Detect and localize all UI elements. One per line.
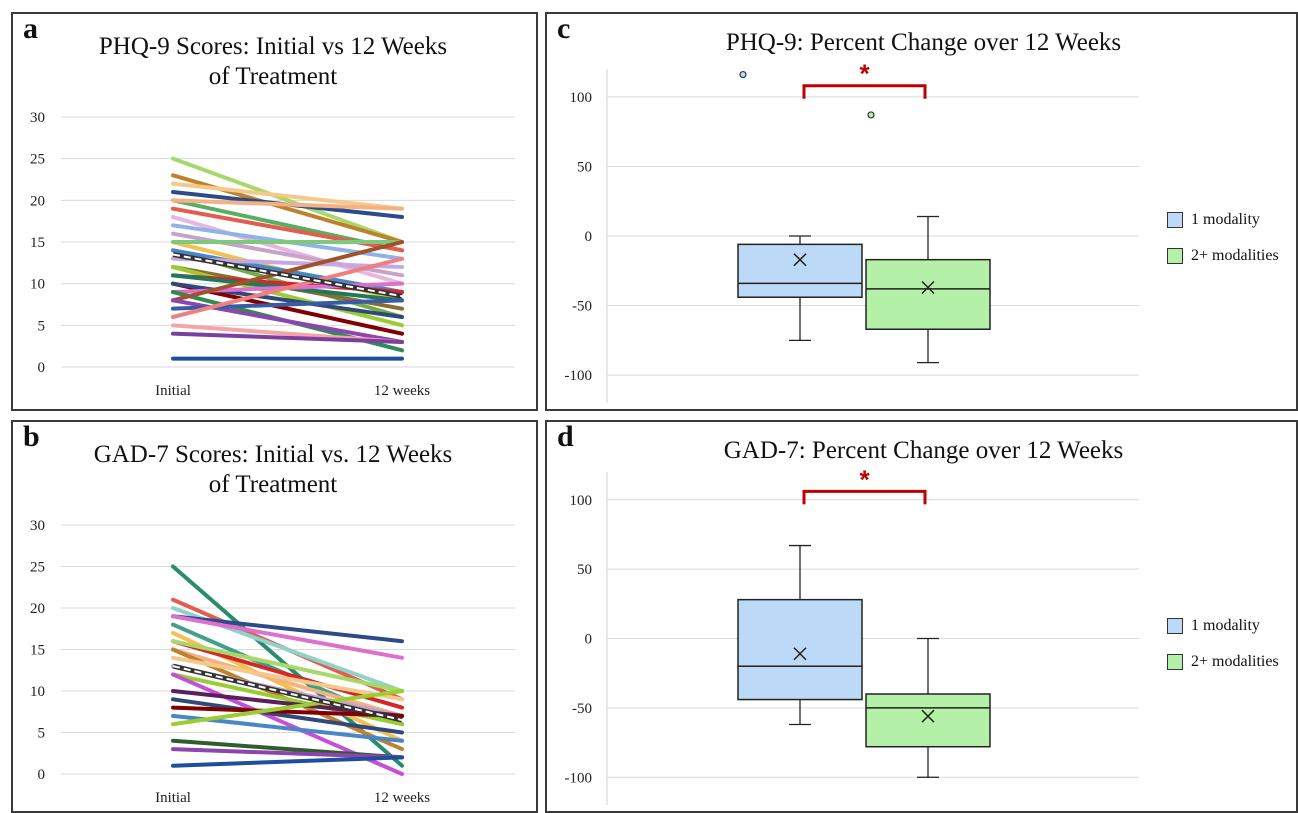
panel-label: a bbox=[23, 12, 38, 45]
box-2 bbox=[865, 258, 991, 330]
y-tick-label: 20 bbox=[30, 193, 45, 209]
mean-marker bbox=[793, 647, 807, 661]
y-tick-label: 0 bbox=[585, 632, 593, 648]
significance-bracket bbox=[802, 489, 927, 505]
y-tick-label: 25 bbox=[30, 152, 45, 168]
legend-item-1: 1 modality bbox=[1167, 608, 1279, 644]
y-tick-label: 5 bbox=[38, 726, 46, 742]
box-1 bbox=[737, 243, 863, 298]
series-line-12 bbox=[171, 655, 404, 702]
line-chart: 0 5 10 15 20 25 30 Initial 12 weeks bbox=[30, 110, 515, 399]
y-tick-label: -50 bbox=[572, 299, 592, 315]
box-plot: -100 -50 0 50 100 * bbox=[565, 59, 1139, 403]
chart-title: GAD-7 Scores: Initial vs. 12 Weeks of Tr… bbox=[53, 440, 493, 500]
series-line-5 bbox=[171, 614, 404, 660]
series-line-27 bbox=[171, 256, 404, 319]
box-2 bbox=[865, 693, 991, 748]
x-tick-label: 12 weeks bbox=[374, 790, 430, 806]
series-line-8 bbox=[171, 215, 404, 286]
series-line-10 bbox=[171, 647, 404, 718]
series-line-29 bbox=[171, 331, 404, 344]
chart-title: PHQ-9 Scores: Initial vs 12 Weeks of Tre… bbox=[53, 32, 493, 92]
y-tick-label: 100 bbox=[570, 90, 593, 106]
y-tick-label: -50 bbox=[572, 701, 592, 717]
legend-item-1: 1 modality bbox=[1167, 202, 1279, 238]
box-1 bbox=[737, 598, 863, 701]
panel-a-phq9-lines: a PHQ-9 Scores: Initial vs 12 Weeks of T… bbox=[11, 12, 538, 411]
y-tick-label: 30 bbox=[30, 518, 45, 534]
legend-swatch-1 bbox=[1167, 618, 1183, 634]
y-tick-label: 30 bbox=[30, 110, 45, 126]
panel-label: c bbox=[557, 12, 571, 45]
legend-label-1: 1 modality bbox=[1191, 211, 1260, 228]
y-tick-label: -100 bbox=[565, 368, 593, 384]
legend-item-2: 2+ modalities bbox=[1167, 644, 1279, 680]
y-tick-label: 0 bbox=[38, 767, 46, 783]
series-line-18 bbox=[171, 705, 404, 718]
series-line-24 bbox=[171, 240, 404, 303]
y-tick-label: 100 bbox=[570, 493, 593, 509]
significance-star: * bbox=[859, 464, 870, 494]
series-line-3 bbox=[171, 181, 404, 211]
x-tick-label: Initial bbox=[155, 790, 191, 806]
panel-c-phq9-boxplot: c PHQ-9: Percent Change over 12 Weeks -1… bbox=[545, 12, 1298, 411]
average-line bbox=[172, 665, 403, 722]
legend-label-2: 2+ modalities bbox=[1191, 247, 1279, 264]
y-tick-label: 0 bbox=[585, 229, 593, 245]
legend-label-1: 1 modality bbox=[1191, 617, 1260, 634]
mean-marker bbox=[921, 280, 935, 295]
chart-title: GAD-7: Percent Change over 12 Weeks bbox=[723, 437, 1124, 464]
chart-title-line1: PHQ-9 Scores: Initial vs 12 Weeks bbox=[98, 33, 448, 60]
y-tick-label: 50 bbox=[577, 562, 592, 578]
y-tick-label: -100 bbox=[565, 770, 593, 786]
line-chart: 0 5 10 15 20 25 30 Initial 12 weeks bbox=[30, 518, 515, 806]
y-tick-label: 10 bbox=[30, 684, 45, 700]
panel-b-gad7-lines: b GAD-7 Scores: Initial vs. 12 Weeks of … bbox=[11, 420, 538, 813]
legend-label-2: 2+ modalities bbox=[1191, 653, 1279, 670]
significance-bracket bbox=[802, 84, 927, 99]
legend-swatch-2 bbox=[1167, 248, 1183, 264]
legend-swatch-2 bbox=[1167, 654, 1183, 670]
y-tick-label: 5 bbox=[38, 318, 46, 334]
y-tick-label: 20 bbox=[30, 601, 45, 617]
x-tick-label: Initial bbox=[155, 383, 191, 399]
series-line-1 bbox=[171, 156, 404, 244]
y-tick-label: 0 bbox=[38, 360, 46, 376]
legend: 1 modality 2+ modalities bbox=[1167, 202, 1279, 274]
y-tick-label: 15 bbox=[30, 643, 45, 659]
chart-title: PHQ-9: Percent Change over 12 Weeks bbox=[725, 29, 1122, 56]
chart-title-line1: GAD-7 Scores: Initial vs. 12 Weeks bbox=[93, 441, 453, 468]
series-line-6 bbox=[171, 198, 404, 211]
x-tick-label: 12 weeks bbox=[374, 383, 430, 399]
mean-marker bbox=[793, 253, 807, 267]
significance-star: * bbox=[859, 59, 870, 89]
series-line-22 bbox=[171, 747, 404, 760]
series-line-17 bbox=[171, 697, 404, 735]
y-tick-label: 10 bbox=[30, 277, 45, 293]
average-line bbox=[172, 253, 403, 298]
panel-label: d bbox=[557, 420, 574, 453]
series-line-23 bbox=[171, 755, 404, 768]
box-plot: -100 -50 0 50 100 * bbox=[565, 464, 1139, 805]
y-tick-label: 15 bbox=[30, 235, 45, 251]
outlier-point bbox=[739, 70, 747, 79]
legend-swatch-1 bbox=[1167, 212, 1183, 228]
legend-item-2: 2+ modalities bbox=[1167, 238, 1279, 274]
series-line-9 bbox=[171, 639, 404, 693]
y-tick-label: 50 bbox=[577, 159, 592, 175]
outlier-point bbox=[867, 111, 875, 119]
mean-marker bbox=[921, 709, 935, 723]
panel-d-gad7-boxplot: d GAD-7: Percent Change over 12 Weeks -1… bbox=[545, 420, 1298, 813]
series-line-4 bbox=[171, 614, 404, 644]
legend: 1 modality 2+ modalities bbox=[1167, 608, 1279, 680]
series-line-20 bbox=[171, 689, 404, 727]
chart-title-line2: of Treatment bbox=[208, 471, 338, 498]
panel-label: b bbox=[23, 420, 40, 453]
chart-title-line2: of Treatment bbox=[208, 63, 338, 90]
y-tick-label: 25 bbox=[30, 560, 45, 576]
